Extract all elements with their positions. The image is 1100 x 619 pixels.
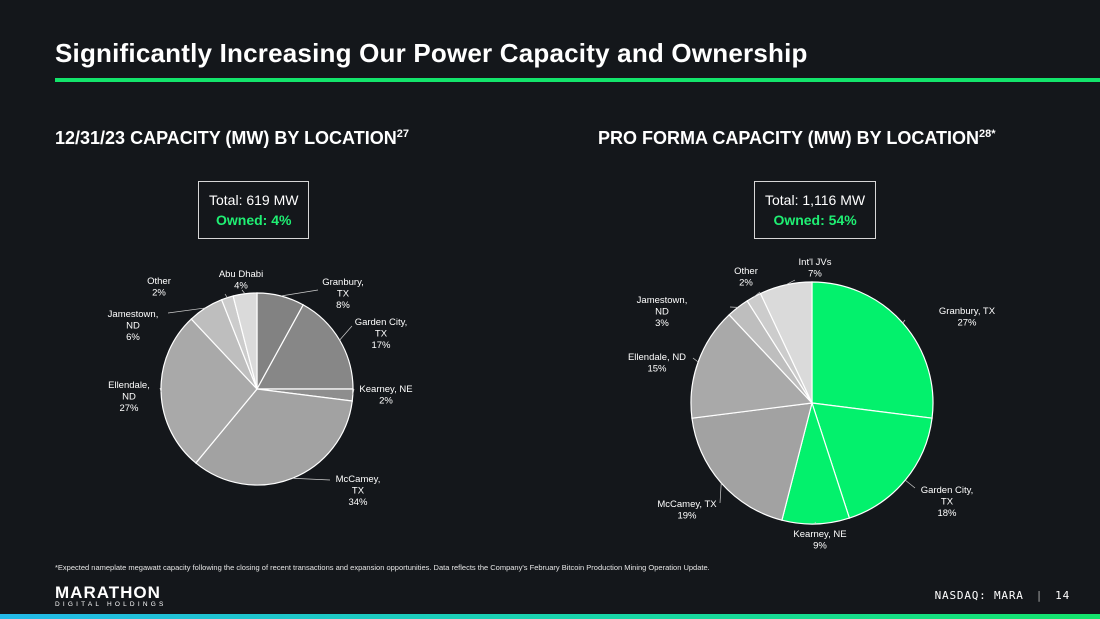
left-slice-ellendale-nd-label: Ellendale, ND 27% — [108, 380, 150, 414]
logo-subtitle: DIGITAL HOLDINGS — [55, 601, 167, 608]
right-slice-mccamey-tx-leader — [719, 482, 722, 504]
left-slice-mccamey-tx — [194, 388, 353, 486]
left-slice-jamestown-nd-leader — [167, 307, 206, 314]
left-slice-abu-dhabi — [232, 292, 258, 390]
right-chart-heading: PRO FORMA CAPACITY (MW) BY LOCATION28* — [598, 128, 996, 149]
left-owned: Owned: 4% — [216, 212, 292, 228]
right-slice-ellendale-nd-label: Ellendale, ND 15% — [628, 352, 686, 375]
left-slice-kearney-ne-label: Kearney, NE 2% — [359, 384, 412, 407]
left-slice-mccamey-tx-label: McCamey, TX 34% — [336, 474, 381, 508]
right-slice-granbury-tx-label: Granbury, TX 27% — [939, 306, 996, 329]
right-slice-mccamey-tx-label: McCamey, TX 19% — [657, 499, 717, 522]
ticker-symbol: NASDAQ: MARA — [934, 589, 1024, 602]
right-owned: Owned: 54% — [773, 212, 857, 228]
left-slice-garden-city-tx — [255, 304, 354, 390]
right-slice-garden-city-tx-leader — [905, 479, 916, 489]
pie-chart-pro-forma: Granbury, TX 27% Garden City, TX 18% Kearney,… — [628, 257, 996, 552]
pie-chart-2023: Granbury, TX 8% Garden City, TX 17% Kearney, N… — [108, 269, 413, 508]
right-slice-kearney-ne-leader — [814, 521, 817, 525]
left-slice-garden-city-tx-leader — [339, 325, 353, 341]
right-slice-granbury-tx — [811, 281, 934, 419]
right-slice-granbury-tx-leader — [902, 319, 906, 324]
right-total-box: Total: 1,116 MW Owned: 54% — [754, 181, 877, 239]
right-heading-text: PRO FORMA CAPACITY (MW) BY LOCATION — [598, 128, 979, 148]
left-slice-ellendale-nd-leader — [159, 387, 162, 393]
left-total-box: Total: 619 MW Owned: 4% — [198, 181, 310, 239]
ticker-footer: NASDAQ: MARA | 14 — [935, 589, 1070, 602]
left-heading-footnote: 27 — [396, 128, 409, 140]
left-slice-mccamey-tx-leader — [292, 477, 331, 481]
page-title: Significantly Increasing Our Power Capac… — [55, 38, 808, 68]
title-underline — [55, 78, 1100, 82]
right-slice-int-l-jvs-leader — [785, 279, 796, 286]
right-heading-footnote: 28* — [978, 128, 996, 140]
left-total: Total: 619 MW — [209, 192, 299, 208]
right-slice-kearney-ne-label: Kearney, NE 9% — [793, 529, 846, 552]
left-slice-granbury-tx-label: Granbury, TX 8% — [322, 277, 364, 311]
page-number: 14 — [1055, 589, 1070, 602]
footnote: *Expected nameplate megawatt capacity fo… — [55, 563, 710, 572]
left-slice-granbury-tx-leader — [280, 289, 319, 297]
bottom-gradient-bar — [0, 614, 1100, 619]
left-slice-garden-city-tx-label: Garden City, TX 17% — [355, 317, 408, 351]
left-slice-kearney-ne-leader — [352, 388, 355, 396]
left-slice-jamestown-nd-label: Jamestown, ND 6% — [108, 309, 159, 343]
left-slice-abu-dhabi-label: Abu Dhabi 4% — [219, 269, 263, 292]
right-slice-int-l-jvs-label: Int'l JVs 7% — [799, 257, 832, 280]
left-slice-abu-dhabi-leader — [241, 289, 246, 294]
right-slice-ellendale-nd — [690, 313, 814, 419]
left-slice-other-leader — [224, 293, 228, 298]
left-slice-other-label: Other 2% — [147, 276, 171, 299]
right-slice-jamestown-nd-label: Jamestown, ND 3% — [637, 295, 688, 329]
right-slice-other-leader — [753, 291, 761, 298]
left-chart-heading: 12/31/23 CAPACITY (MW) BY LOCATION27 — [55, 128, 409, 149]
right-slice-garden-city-tx-label: Garden City, TX 18% — [921, 485, 974, 519]
marathon-logo: MARATHON DIGITAL HOLDINGS — [55, 584, 185, 609]
right-slice-other-label: Other 2% — [734, 266, 758, 289]
right-total: Total: 1,116 MW — [765, 192, 866, 208]
left-heading-text: 12/31/23 CAPACITY (MW) BY LOCATION — [55, 128, 397, 148]
right-slice-ellendale-nd-leader — [692, 357, 699, 363]
right-slice-garden-city-tx — [811, 402, 933, 519]
ticker-separator: | — [1035, 589, 1044, 602]
logo-wordmark: MARATHON — [55, 583, 161, 602]
